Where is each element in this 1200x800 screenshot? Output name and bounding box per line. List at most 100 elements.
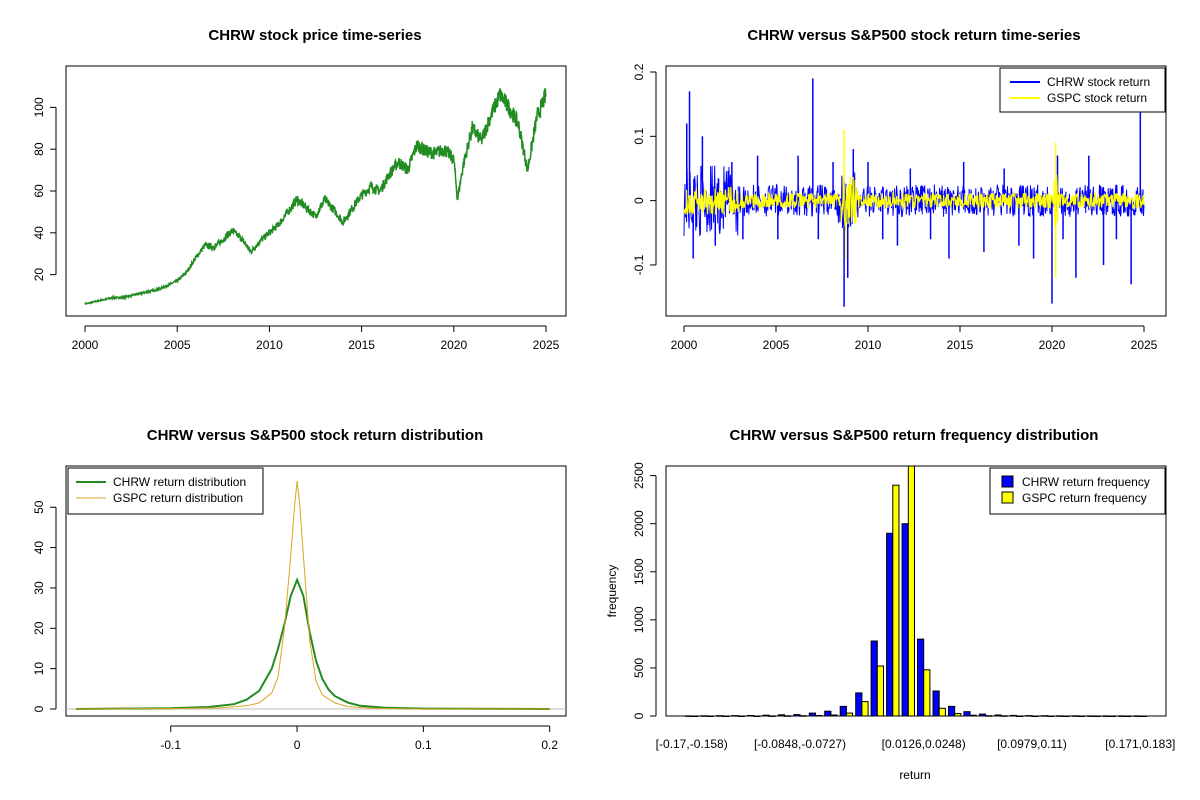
price-y-tick-label: 40: [32, 226, 46, 240]
return-x-tick-label: 2010: [855, 338, 882, 352]
chrw-return-legend-label: CHRW stock return: [1047, 75, 1150, 89]
price-y-tick-label: 100: [32, 97, 46, 117]
histogram-y-axis-title: frequency: [605, 565, 619, 618]
density-legend-box: [67, 467, 264, 515]
price-chart-title: CHRW stock price time-series: [208, 27, 421, 44]
gspc-density-legend-label: GSPC return distribution: [113, 491, 243, 505]
price-x-tick-label: 2025: [533, 338, 560, 352]
density-x-tick-label: 0.1: [415, 738, 432, 752]
price-x-tick-label: 2015: [348, 338, 375, 352]
gspc-hist-bar: [938, 707, 946, 717]
chrw-hist-bar: [839, 705, 847, 717]
chrw-density-legend-label: CHRW return distribution: [113, 475, 246, 489]
histogram-y-axis: 0 500 1000 1500 2000 2500: [632, 462, 657, 719]
price-x-tick-label: 2010: [256, 338, 283, 352]
chrw-hist-bar: [824, 710, 832, 717]
price-series-line: [84, 87, 547, 305]
histogram-chart-title: CHRW versus S&P500 return frequency dist…: [730, 427, 1099, 444]
price-y-axis: 20 40 60 80 100: [32, 97, 57, 282]
return-chart-panel: CHRW versus S&P500 stock return time-ser…: [632, 27, 1167, 352]
price-y-tick-label: 20: [32, 268, 46, 282]
histogram-y-tick-label: 1000: [632, 606, 646, 633]
histogram-plot-box: [665, 465, 1167, 717]
gspc-hist-bar: [876, 665, 884, 717]
chrw-density-line: [75, 577, 550, 710]
chrw-return-noise-line: [683, 165, 1145, 237]
density-y-tick-label: 40: [32, 541, 46, 555]
chrw-hist-bar: [932, 690, 940, 717]
chrw-hist-bar: [886, 532, 894, 717]
histogram-x-tick-label: [0.171,0.183]: [1105, 737, 1175, 751]
chrw-hist-bar: [948, 705, 956, 717]
return-x-axis: 2000 2005 2010 2015 2020 2025: [671, 325, 1158, 352]
density-plot-box: [65, 465, 567, 717]
return-legend: CHRW stock return GSPC stock return: [999, 67, 1166, 113]
return-x-tick-label: 2005: [763, 338, 790, 352]
return-chart-title: CHRW versus S&P500 stock return time-ser…: [747, 27, 1080, 44]
gspc-return-series: [683, 129, 1145, 278]
return-x-tick-label: 2025: [1131, 338, 1158, 352]
price-x-tick-label: 2005: [164, 338, 191, 352]
return-x-tick-label: 2015: [947, 338, 974, 352]
gspc-hist-legend-swatch: [1001, 491, 1014, 504]
density-chart-panel: CHRW versus S&P500 stock return distribu…: [32, 427, 567, 752]
histogram-legend: CHRW return frequency GSPC return freque…: [989, 467, 1166, 515]
return-y-tick-label: 0.1: [632, 128, 646, 145]
price-x-tick-label: 2000: [72, 338, 99, 352]
price-x-axis: 2000 2005 2010 2015 2020 2025: [72, 325, 560, 352]
chrw-hist-legend-swatch: [1001, 475, 1014, 488]
chrw-hist-bar: [901, 523, 909, 717]
gspc-return-noise-line: [683, 174, 1145, 228]
price-chart-panel: CHRW stock price time-series 2000 2005 201…: [32, 27, 567, 352]
return-x-tick-label: 2020: [1039, 338, 1066, 352]
gspc-hist-legend-label: GSPC return frequency: [1022, 491, 1147, 505]
gspc-hist-bar: [892, 484, 900, 717]
density-y-tick-label: 50: [32, 500, 46, 514]
density-x-tick-label: -0.1: [160, 738, 181, 752]
histogram-x-axis-title: return: [899, 768, 930, 782]
density-y-tick-label: 10: [32, 662, 46, 676]
chrw-hist-legend-label: CHRW return frequency: [1022, 475, 1150, 489]
histogram-y-tick-label: 2500: [632, 462, 646, 489]
gspc-return-legend-label: GSPC stock return: [1047, 91, 1147, 105]
histogram-chart-panel: CHRW versus S&P500 return frequency dist…: [605, 427, 1175, 782]
histogram-x-tick-label: [0.0126,0.0248): [882, 737, 966, 751]
density-y-tick-label: 20: [32, 621, 46, 635]
return-x-tick-label: 2000: [671, 338, 698, 352]
chrw-hist-bar: [855, 692, 863, 717]
histogram-y-tick-label: 1500: [632, 558, 646, 585]
histogram-x-axis: [-0.17,-0.158) [-0.0848,-0.0727) [0.0126,0…: [656, 737, 1176, 751]
gspc-hist-bar: [907, 465, 915, 717]
density-legend: CHRW return distribution GSPC return dis…: [67, 467, 264, 515]
density-y-tick-label: 0: [32, 705, 46, 712]
gspc-density-line: [75, 480, 550, 710]
histogram-x-tick-label: [-0.17,-0.158): [656, 737, 728, 751]
density-x-axis: -0.1 0 0.1 0.2: [160, 725, 558, 752]
chrw-hist-bar: [870, 640, 878, 717]
return-y-tick-label: 0: [632, 197, 646, 204]
return-y-tick-label: -0.1: [632, 254, 646, 275]
density-x-tick-label: 0.2: [541, 738, 558, 752]
price-y-tick-label: 60: [32, 184, 46, 198]
chrw-return-series: [683, 78, 1145, 307]
gspc-hist-bar: [861, 701, 869, 717]
density-chart-title: CHRW versus S&P500 stock return distribu…: [147, 427, 483, 444]
histogram-x-tick-label: [0.0979,0.11): [997, 737, 1067, 751]
price-x-tick-label: 2020: [440, 338, 467, 352]
return-plot-box: [665, 65, 1167, 317]
histogram-y-tick-label: 500: [632, 658, 646, 678]
gspc-hist-bar: [923, 669, 931, 717]
price-y-tick-label: 80: [32, 142, 46, 156]
price-plot-box: [65, 65, 567, 317]
return-y-axis: -0.1 0 0.1 0.2: [632, 63, 657, 275]
return-y-tick-label: 0.2: [632, 63, 646, 80]
density-x-tick-label: 0: [294, 738, 301, 752]
chrw-hist-bar: [963, 711, 971, 717]
chrw-hist-bar: [917, 638, 925, 717]
return-legend-box: [999, 67, 1166, 113]
histogram-legend-box: [989, 467, 1166, 515]
histogram-y-tick-label: 2000: [632, 510, 646, 537]
density-y-axis: 0 10 20 30 40 50: [32, 500, 57, 712]
histogram-y-tick-label: 0: [632, 712, 646, 719]
